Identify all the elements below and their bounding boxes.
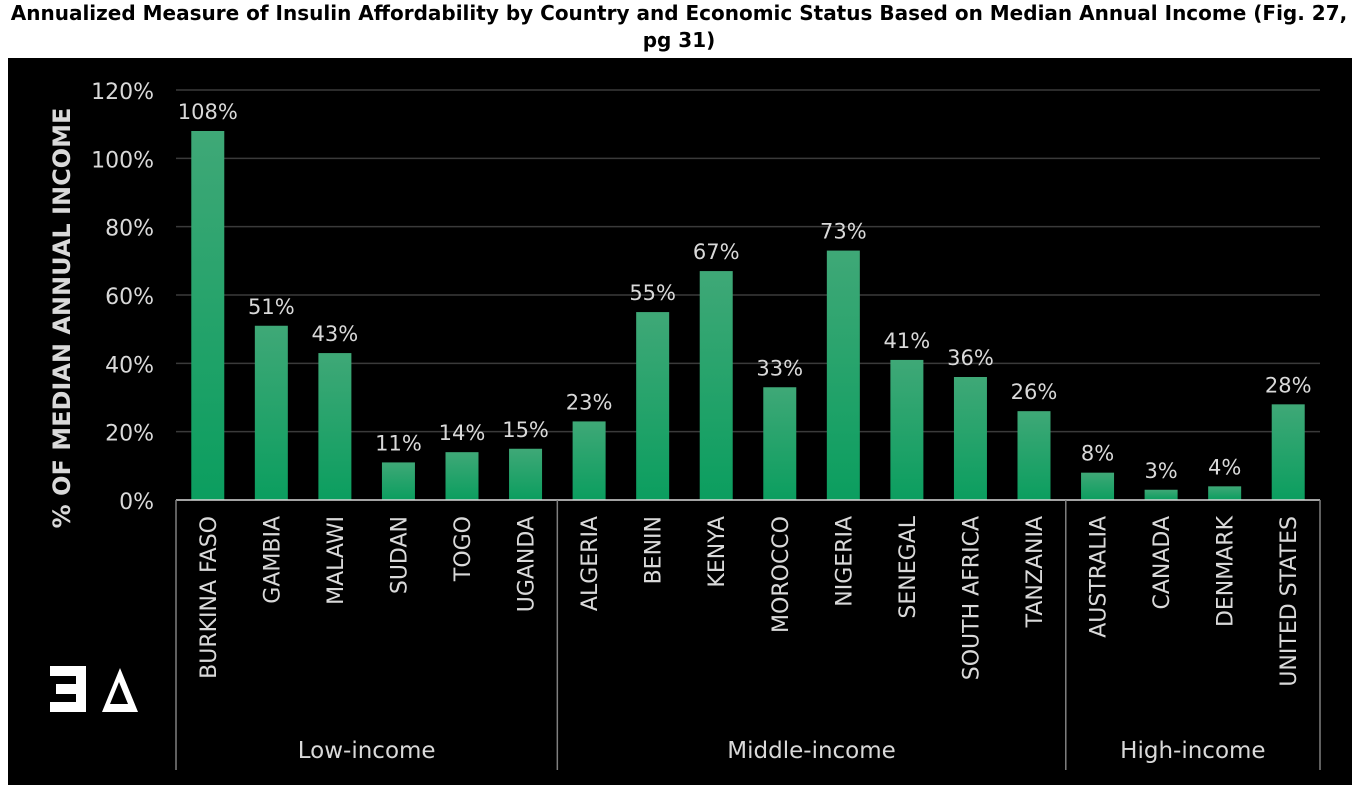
bar	[826, 250, 860, 500]
y-axis-title: % OF MEDIAN ANNUAL INCOME	[48, 108, 76, 529]
bar	[1271, 404, 1305, 500]
category-label: TANZANIA	[1023, 516, 1048, 628]
bar	[1208, 486, 1242, 500]
bar	[699, 271, 733, 500]
category-label: SOUTH AFRICA	[959, 516, 984, 680]
bar	[509, 448, 543, 500]
data-label: 4%	[1208, 455, 1241, 479]
data-label: 33%	[756, 356, 803, 380]
data-label: 3%	[1144, 459, 1177, 483]
ea-logo	[50, 666, 138, 712]
category-label: UNITED STATES	[1277, 516, 1302, 687]
data-label: 15%	[502, 418, 549, 442]
data-label: 51%	[248, 295, 295, 319]
bar	[1017, 411, 1051, 500]
category-label: BENIN	[642, 516, 667, 584]
bar	[254, 325, 288, 500]
y-tick-label: 0%	[119, 490, 154, 515]
data-label: 55%	[629, 281, 676, 305]
bar	[572, 421, 606, 500]
data-label: 28%	[1265, 373, 1312, 397]
category-label: SENEGAL	[896, 515, 921, 618]
category-label: ALGERIA	[578, 516, 603, 611]
category-label: MOROCCO	[769, 516, 794, 633]
category-label: UGANDA	[515, 516, 540, 612]
category-label: KENYA	[705, 516, 730, 588]
data-label: 43%	[312, 322, 359, 346]
category-label: MALAWI	[324, 516, 349, 605]
data-label: 23%	[566, 390, 613, 414]
data-label: 26%	[1011, 380, 1058, 404]
bar	[445, 452, 479, 500]
category-label: BURKINA FASO	[197, 516, 222, 679]
group-label: High-income	[1120, 738, 1265, 764]
bar	[763, 387, 797, 500]
category-label: SUDAN	[387, 516, 412, 594]
group-label: Middle-income	[727, 738, 896, 764]
data-label: 108%	[178, 100, 238, 124]
y-tick-label: 40%	[105, 353, 154, 378]
y-tick-label: 20%	[105, 422, 154, 447]
bar	[890, 359, 924, 500]
data-label: 8%	[1081, 442, 1114, 466]
category-label: TOGO	[451, 516, 476, 582]
bar	[191, 131, 225, 500]
category-label: CANADA	[1150, 516, 1175, 610]
category-label: NIGERIA	[832, 516, 857, 607]
data-label: 14%	[439, 421, 486, 445]
data-label: 73%	[820, 220, 867, 244]
data-label: 11%	[375, 431, 422, 455]
y-tick-label: 60%	[105, 285, 154, 310]
chart-panel: 108% 51% 43% 11% 14% 15% 23% 55% 67% 33% 73% 41% 36%…	[8, 58, 1352, 785]
bar	[1144, 489, 1178, 500]
bar	[381, 462, 415, 500]
bar	[1081, 472, 1115, 500]
bar-chart: 108% 51% 43% 11% 14% 15% 23% 55% 67% 33% 73% 41% 36%…	[48, 80, 1321, 770]
y-tick-label: 120%	[91, 80, 154, 105]
bar	[953, 377, 987, 500]
data-label: 67%	[693, 240, 740, 264]
bar	[636, 312, 670, 500]
data-label: 36%	[947, 346, 994, 370]
y-tick-label: 80%	[105, 217, 154, 242]
category-label: GAMBIA	[260, 516, 285, 604]
category-label: AUSTRALIA	[1087, 516, 1112, 638]
y-tick-label: 100%	[91, 148, 154, 173]
chart-title: Annualized Measure of Insulin Affordabil…	[10, 1, 1348, 52]
group-label: Low-income	[298, 738, 436, 764]
category-label: DENMARK	[1214, 515, 1239, 627]
data-label: 41%	[884, 329, 931, 353]
bar	[318, 353, 352, 500]
